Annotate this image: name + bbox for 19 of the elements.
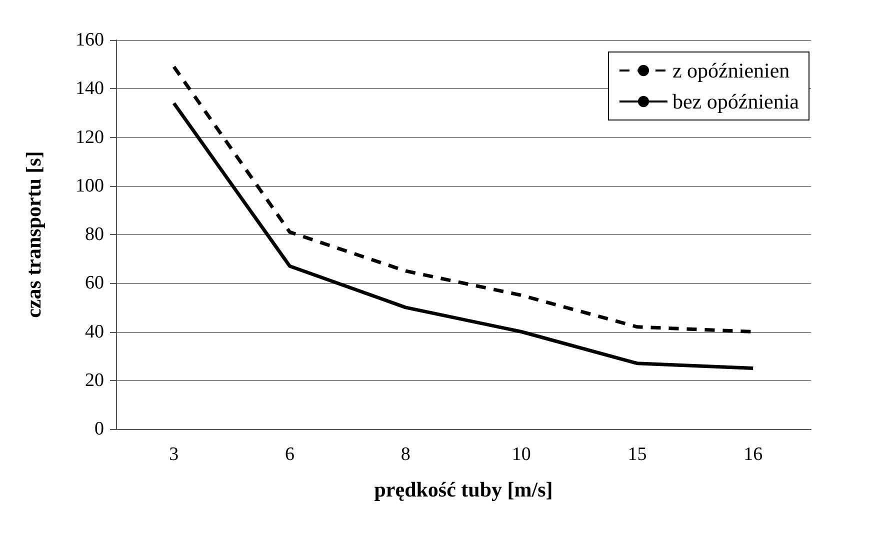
x-tick-label: 15 xyxy=(628,444,647,465)
y-tick-label: 140 xyxy=(76,78,104,100)
y-tick-label: 60 xyxy=(85,272,104,294)
y-tick-label: 0 xyxy=(94,418,104,440)
y-tick-label: 20 xyxy=(85,370,104,391)
legend-label: bez opóźnienia xyxy=(672,90,800,114)
y-axis-title: czas transportu [s] xyxy=(22,151,46,318)
y-tick-label: 100 xyxy=(76,175,104,196)
x-tick-label: 8 xyxy=(400,444,410,465)
x-tick-label: 6 xyxy=(285,444,294,465)
x-tick-label: 3 xyxy=(169,444,179,465)
y-tick-label: 160 xyxy=(76,30,104,50)
legend-label: z opóźnienien xyxy=(672,58,790,82)
y-tick-label: 120 xyxy=(76,126,104,148)
x-tick-label: 16 xyxy=(744,444,763,465)
x-axis-title: prędkość tuby [m/s] xyxy=(374,478,553,502)
y-tick-label: 80 xyxy=(85,224,104,245)
x-tick-label: 10 xyxy=(512,444,531,465)
y-tick-label: 40 xyxy=(85,321,104,342)
